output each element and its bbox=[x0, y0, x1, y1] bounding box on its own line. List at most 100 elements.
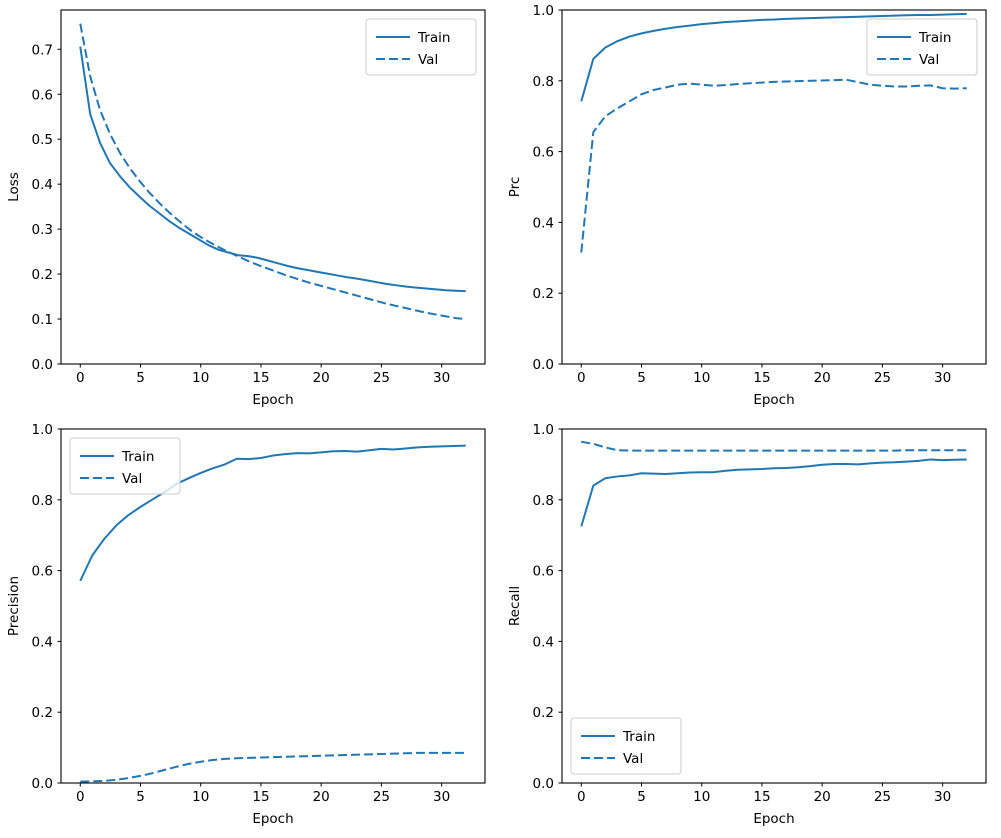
y-tick-label: 0.5 bbox=[32, 132, 53, 148]
legend-box bbox=[365, 18, 477, 76]
y-tick-label: 0.0 bbox=[533, 357, 554, 373]
axes-frame bbox=[561, 428, 987, 784]
x-tick-label: 30 bbox=[433, 789, 450, 805]
series-train bbox=[79, 444, 466, 582]
y-tick-label: 0.4 bbox=[32, 634, 53, 650]
x-tick-label: 15 bbox=[252, 789, 269, 805]
y-tick-label: 0.1 bbox=[32, 312, 53, 328]
x-axis-label: Epoch bbox=[252, 811, 293, 827]
y-tick-label: 0.2 bbox=[32, 267, 53, 283]
y-tick-label: 1.0 bbox=[533, 422, 554, 438]
y-tick-label: 0.6 bbox=[533, 564, 554, 580]
chart-prc: 0 5 10 15 20 25 30 Epoch 0.0 0.2 0.4 0.6 0.8 1.0 Prc Tr… bbox=[507, 3, 987, 408]
legend-label-train: Train bbox=[918, 30, 951, 46]
legend-label-val: Val bbox=[919, 52, 939, 68]
x-tick-label: 5 bbox=[136, 789, 145, 805]
legend-box bbox=[570, 717, 682, 775]
x-axis: 0 5 10 15 20 25 30 Epoch bbox=[76, 783, 450, 827]
x-tick-label: 20 bbox=[313, 789, 330, 805]
x-tick-label: 20 bbox=[313, 370, 330, 386]
y-tick-label: 0.2 bbox=[533, 286, 554, 302]
x-axis: 0 5 10 15 20 25 30 Epoch bbox=[577, 783, 951, 827]
x-axis-label: Epoch bbox=[252, 392, 293, 408]
y-tick-label: 0.7 bbox=[32, 42, 53, 58]
x-tick-label: 5 bbox=[136, 370, 145, 386]
series-train bbox=[580, 12, 967, 102]
x-tick-label: 10 bbox=[192, 789, 209, 805]
legend: Train Val bbox=[570, 717, 682, 775]
x-tick-label: 10 bbox=[693, 789, 710, 805]
series-train bbox=[580, 458, 967, 527]
x-axis-label: Epoch bbox=[753, 811, 794, 827]
y-tick-label: 1.0 bbox=[32, 422, 53, 438]
x-tick-label: 25 bbox=[373, 789, 390, 805]
y-tick-label: 0.8 bbox=[533, 74, 554, 90]
x-tick-label: 25 bbox=[874, 789, 891, 805]
x-tick-label: 0 bbox=[76, 370, 85, 386]
y-axis-label: Precision bbox=[6, 576, 22, 636]
chart-loss: 0 5 10 15 20 25 30Epoch0.00.10.20.30.40.50.60.… bbox=[6, 9, 486, 408]
legend: Train Val bbox=[866, 18, 978, 76]
x-tick-label: 15 bbox=[252, 370, 269, 386]
y-tick-label: 0.0 bbox=[32, 776, 53, 792]
x-tick-label: 0 bbox=[577, 789, 586, 805]
x-tick-label: 25 bbox=[373, 370, 390, 386]
x-tick-label: 25 bbox=[874, 370, 891, 386]
x-tick-label: 20 bbox=[814, 789, 831, 805]
chart-precision: 0 5 10 15 20 25 30 Epoch 0.0 0.2 0.4 0.6 0.8 1.0 Preci… bbox=[6, 422, 486, 827]
x-tick-label: 5 bbox=[637, 789, 646, 805]
series-val bbox=[79, 23, 466, 321]
subplot-recall: 0 5 10 15 20 25 30 Epoch 0.0 0.2 0.4 0.6 0.8 1.0 Recal… bbox=[501, 419, 1001, 838]
y-tick-label: 0.6 bbox=[32, 564, 53, 580]
y-axis-label: Recall bbox=[507, 586, 523, 626]
legend-label-val: Val bbox=[418, 52, 438, 68]
plot-lines bbox=[580, 12, 967, 253]
axes-frame bbox=[60, 428, 486, 784]
y-tick-label: 0.6 bbox=[32, 87, 53, 103]
y-tick-label: 0.0 bbox=[533, 776, 554, 792]
y-axis: 0.0 0.2 0.4 0.6 0.8 1.0 Recall bbox=[507, 422, 562, 792]
legend-label-train: Train bbox=[622, 729, 655, 745]
x-axis-label: Epoch bbox=[753, 392, 794, 408]
subplot-loss: 0 5 10 15 20 25 30 Epoch 0.0 0.1 0.2 0.3 0.4 0.5 0.6 0.… bbox=[0, 0, 500, 419]
x-tick-label: 0 bbox=[577, 370, 586, 386]
y-tick-label: 0.4 bbox=[533, 215, 554, 231]
x-tick-label: 0 bbox=[76, 789, 85, 805]
x-tick-label: 15 bbox=[753, 789, 770, 805]
subplot-precision: 0 5 10 15 20 25 30 Epoch 0.0 0.2 0.4 0.6 0.8 1.0 Preci… bbox=[0, 419, 500, 838]
x-tick-label: 20 bbox=[814, 370, 831, 386]
legend: Train Val bbox=[365, 18, 477, 76]
x-tick-label: 30 bbox=[433, 370, 450, 386]
legend-label-val: Val bbox=[623, 751, 643, 767]
series-train bbox=[79, 46, 466, 293]
plot-lines bbox=[79, 23, 466, 321]
y-tick-label: 0.2 bbox=[533, 705, 554, 721]
subplot-prc: 0 5 10 15 20 25 30 Epoch 0.0 0.2 0.4 0.6 0.8 1.0 Prc Tr… bbox=[501, 0, 1001, 419]
y-tick-label: 0.6 bbox=[533, 145, 554, 161]
plot-lines bbox=[580, 440, 967, 527]
legend: Train Val bbox=[69, 437, 181, 495]
y-tick-label: 0.2 bbox=[32, 705, 53, 721]
x-axis: 0 5 10 15 20 25 30 Epoch bbox=[76, 364, 450, 408]
y-axis: 0.0 0.1 0.2 0.3 0.4 0.5 0.6 0.7 Loss bbox=[6, 42, 61, 373]
y-axis: 0.0 0.2 0.4 0.6 0.8 1.0 Precision bbox=[6, 422, 61, 792]
y-tick-label: 1.0 bbox=[533, 3, 554, 19]
y-axis: 0.0 0.2 0.4 0.6 0.8 1.0 Prc bbox=[507, 3, 562, 373]
x-axis: 0 5 10 15 20 25 30 Epoch bbox=[577, 364, 951, 408]
axes-frame bbox=[60, 9, 486, 365]
series-val bbox=[80, 751, 466, 783]
y-axis-label: Prc bbox=[507, 177, 523, 198]
y-tick-label: 0.8 bbox=[533, 493, 554, 509]
x-tick-label: 5 bbox=[637, 370, 646, 386]
x-tick-label: 15 bbox=[753, 370, 770, 386]
x-tick-label: 30 bbox=[934, 370, 951, 386]
y-axis-label: Loss bbox=[6, 172, 22, 202]
legend-label-val: Val bbox=[122, 471, 142, 487]
legend-label-train: Train bbox=[121, 449, 154, 465]
legend-box bbox=[866, 18, 978, 76]
y-tick-label: 0.8 bbox=[32, 493, 53, 509]
x-tick-label: 10 bbox=[192, 370, 209, 386]
axes-frame bbox=[561, 9, 987, 365]
y-tick-label: 0.4 bbox=[32, 177, 53, 193]
